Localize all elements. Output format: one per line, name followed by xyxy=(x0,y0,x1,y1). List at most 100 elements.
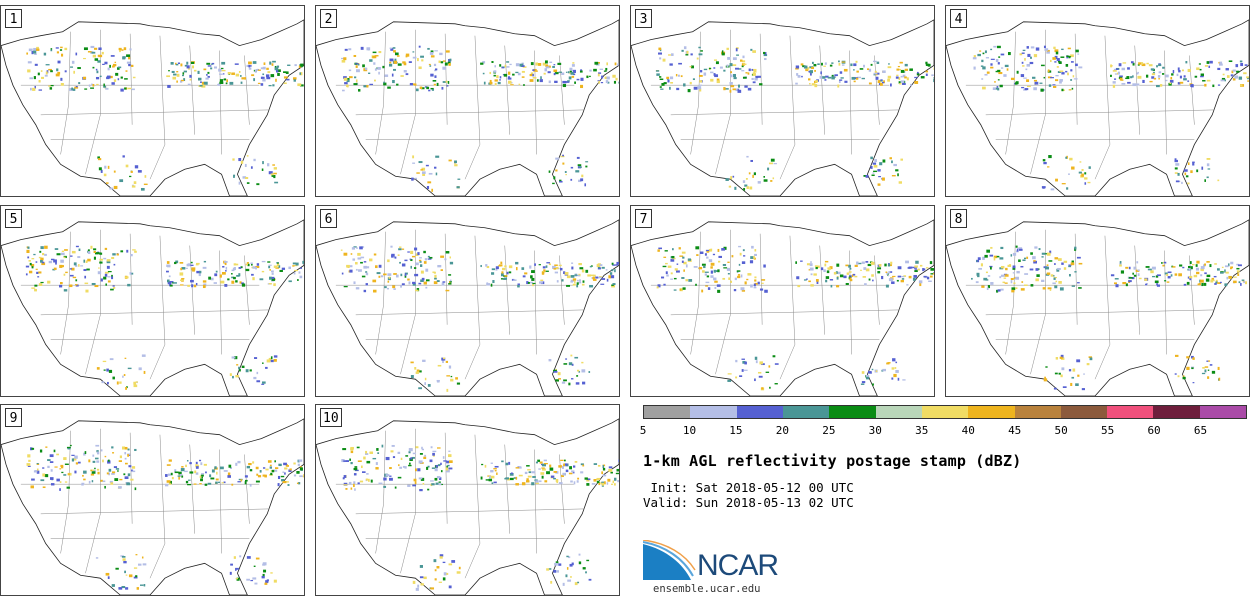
reflectivity-echo xyxy=(1012,272,1015,274)
reflectivity-echo xyxy=(727,379,732,382)
reflectivity-echo xyxy=(501,460,504,463)
reflectivity-echo xyxy=(848,271,852,273)
reflectivity-echo xyxy=(976,272,980,276)
reflectivity-echo xyxy=(1183,75,1186,78)
reflectivity-echo xyxy=(66,486,70,489)
reflectivity-echo xyxy=(375,467,379,470)
reflectivity-echo xyxy=(930,273,934,275)
reflectivity-echo xyxy=(559,180,563,183)
reflectivity-echo xyxy=(84,88,88,90)
reflectivity-echo xyxy=(891,175,896,177)
reflectivity-echo xyxy=(824,263,827,267)
reflectivity-echo xyxy=(390,245,393,248)
reflectivity-echo xyxy=(448,563,453,566)
reflectivity-echo xyxy=(1055,74,1059,77)
reflectivity-echo xyxy=(404,259,408,262)
reflectivity-echo xyxy=(1191,263,1195,266)
reflectivity-echo xyxy=(565,574,568,578)
reflectivity-echo xyxy=(538,63,542,66)
reflectivity-echo xyxy=(986,287,989,291)
reflectivity-echo xyxy=(1055,178,1058,182)
reflectivity-echo xyxy=(1204,263,1206,266)
reflectivity-echo xyxy=(1196,260,1200,264)
reflectivity-echo xyxy=(880,79,883,81)
reflectivity-echo xyxy=(795,65,799,69)
reflectivity-echo xyxy=(386,287,390,290)
reflectivity-echo xyxy=(423,261,427,264)
ensemble-member-panel-8[interactable]: 8 xyxy=(945,205,1250,397)
reflectivity-echo xyxy=(27,256,30,259)
reflectivity-echo xyxy=(38,271,42,274)
reflectivity-echo xyxy=(572,283,576,286)
reflectivity-echo xyxy=(80,265,84,267)
reflectivity-echo xyxy=(1044,376,1046,379)
colorbar-tick-50: 50 xyxy=(1054,424,1068,437)
state-boundary-3 xyxy=(1094,235,1111,380)
reflectivity-echo xyxy=(1122,62,1127,64)
reflectivity-echo xyxy=(1060,354,1064,358)
reflectivity-echo xyxy=(342,448,347,451)
reflectivity-echo xyxy=(227,72,231,75)
reflectivity-echo xyxy=(422,171,426,174)
ensemble-member-panel-7[interactable]: 7 xyxy=(630,205,935,397)
reflectivity-echo xyxy=(738,263,741,266)
reflectivity-echo xyxy=(580,84,584,89)
reflectivity-echo xyxy=(553,72,556,76)
reflectivity-echo xyxy=(572,69,576,73)
reflectivity-echo xyxy=(378,275,381,278)
coastline xyxy=(1,219,304,396)
reflectivity-echo xyxy=(870,156,873,160)
ensemble-member-panel-10[interactable]: 10 xyxy=(315,404,620,596)
reflectivity-echo xyxy=(372,457,377,460)
reflectivity-echo xyxy=(442,456,445,459)
reflectivity-echo xyxy=(812,61,814,64)
reflectivity-echo xyxy=(1019,53,1023,56)
ensemble-member-panel-3[interactable]: 3 xyxy=(630,5,935,197)
reflectivity-echo xyxy=(1217,268,1220,271)
reflectivity-echo xyxy=(1212,84,1215,88)
reflectivity-echo xyxy=(568,472,573,475)
ensemble-member-panel-1[interactable]: 1 xyxy=(0,5,305,197)
reflectivity-echo xyxy=(1158,64,1162,67)
reflectivity-echo xyxy=(1179,264,1183,267)
reflectivity-echo xyxy=(570,354,573,357)
reflectivity-echo xyxy=(659,76,662,78)
reflectivity-echo xyxy=(261,168,264,171)
ensemble-member-panel-6[interactable]: 6 xyxy=(315,205,620,397)
reflectivity-echo xyxy=(456,186,460,189)
reflectivity-echo xyxy=(692,78,695,81)
ensemble-member-panel-9[interactable]: 9 xyxy=(0,404,305,596)
reflectivity-echo xyxy=(203,260,207,263)
reflectivity-echo xyxy=(1075,383,1079,387)
reflectivity-echo xyxy=(430,446,433,449)
reflectivity-echo xyxy=(814,70,816,72)
reflectivity-echo xyxy=(1191,367,1194,370)
reflectivity-echo xyxy=(577,581,580,584)
reflectivity-echo xyxy=(276,69,281,73)
reflectivity-echo xyxy=(585,161,589,163)
reflectivity-echo xyxy=(215,481,218,484)
reflectivity-echo xyxy=(554,264,558,266)
reflectivity-echo xyxy=(844,80,848,83)
reflectivity-echo xyxy=(56,253,61,256)
reflectivity-echo xyxy=(1018,259,1021,263)
reflectivity-echo xyxy=(288,469,292,472)
reflectivity-echo xyxy=(1145,266,1150,268)
reflectivity-echo xyxy=(105,283,108,286)
reflectivity-echo xyxy=(882,159,886,163)
reflectivity-echo xyxy=(1048,84,1052,87)
state-boundary-2 xyxy=(759,33,763,125)
ensemble-member-panel-5[interactable]: 5 xyxy=(0,205,305,397)
reflectivity-echo xyxy=(836,276,839,280)
reflectivity-echo xyxy=(1179,81,1184,84)
reflectivity-echo xyxy=(1024,58,1026,61)
reflectivity-echo xyxy=(26,249,30,254)
reflectivity-echo xyxy=(744,281,747,285)
reflectivity-echo xyxy=(596,480,600,484)
state-boundary-0 xyxy=(375,231,386,355)
ensemble-member-panel-4[interactable]: 4 xyxy=(945,5,1250,197)
ensemble-member-panel-2[interactable]: 2 xyxy=(315,5,620,197)
reflectivity-echo xyxy=(1150,68,1155,71)
reflectivity-echo xyxy=(588,578,592,581)
reflectivity-echo xyxy=(1047,76,1052,79)
